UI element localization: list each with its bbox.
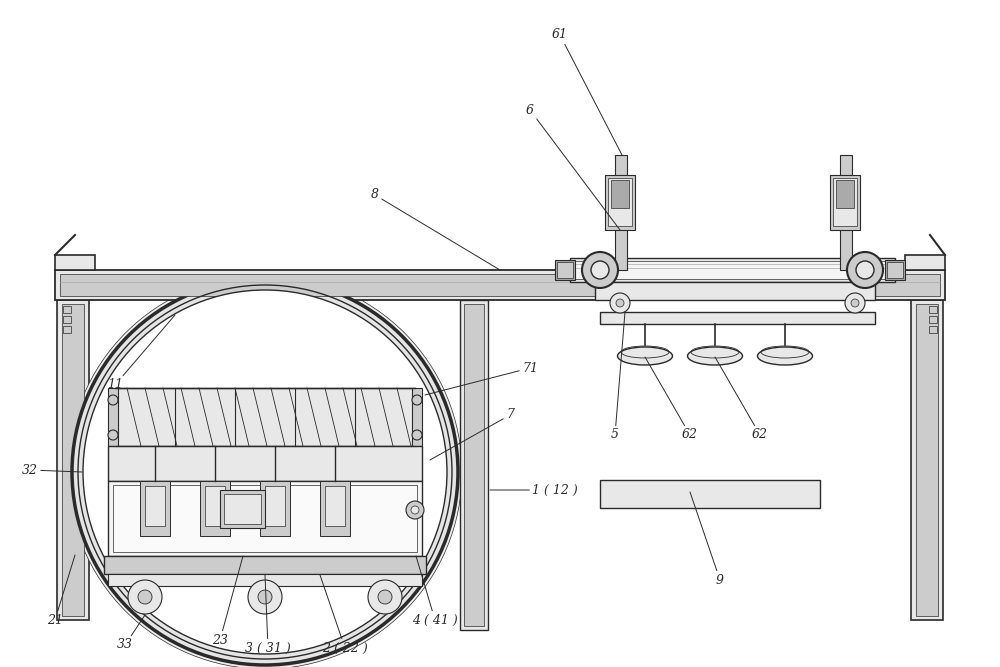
Bar [320, 481, 350, 536]
Text: 9: 9 [690, 492, 724, 586]
Bar [63, 316, 71, 323]
Bar [600, 312, 875, 324]
Bar [140, 481, 170, 536]
Bar [200, 481, 230, 536]
Bar [115, 388, 415, 446]
Bar [615, 155, 627, 270]
Bar [145, 486, 165, 526]
Ellipse shape [688, 347, 742, 365]
Circle shape [591, 261, 609, 279]
Text: 71: 71 [425, 362, 538, 395]
Bar [836, 180, 854, 208]
Circle shape [412, 395, 422, 405]
Bar [460, 300, 488, 630]
Circle shape [128, 580, 162, 614]
Bar [911, 300, 943, 620]
Bar [55, 270, 945, 300]
Circle shape [610, 293, 630, 313]
Text: 23: 23 [212, 556, 243, 646]
Text: 2 ( 22 ): 2 ( 22 ) [320, 575, 368, 654]
Text: 4 ( 41 ): 4 ( 41 ) [412, 556, 458, 626]
Bar [108, 481, 422, 556]
Text: 33: 33 [117, 615, 145, 652]
Circle shape [378, 590, 392, 604]
Bar [108, 388, 118, 446]
Bar [265, 486, 285, 526]
Polygon shape [905, 255, 945, 270]
Text: 8: 8 [371, 189, 500, 270]
Text: 6: 6 [526, 103, 620, 230]
Bar [608, 178, 632, 226]
Bar [555, 260, 575, 280]
Bar [220, 490, 265, 528]
Bar [840, 155, 852, 270]
Ellipse shape [758, 347, 812, 365]
Polygon shape [55, 255, 95, 270]
Bar [557, 262, 573, 278]
Text: 11: 11 [107, 315, 175, 392]
Bar [929, 306, 937, 313]
Circle shape [138, 590, 152, 604]
Bar [63, 326, 71, 333]
Circle shape [368, 580, 402, 614]
Circle shape [258, 590, 272, 604]
Text: 1 ( 12 ): 1 ( 12 ) [490, 484, 578, 496]
Circle shape [68, 275, 462, 667]
Circle shape [248, 580, 282, 614]
Circle shape [845, 293, 865, 313]
Text: 5: 5 [611, 312, 625, 442]
Circle shape [406, 501, 424, 519]
Bar [108, 574, 422, 586]
Circle shape [851, 299, 859, 307]
Bar [57, 300, 89, 620]
Circle shape [108, 430, 118, 440]
Bar [600, 480, 820, 508]
Circle shape [411, 506, 419, 514]
Bar [929, 316, 937, 323]
Bar [325, 486, 345, 526]
Text: 21: 21 [47, 555, 75, 626]
Circle shape [616, 299, 624, 307]
Bar [570, 258, 895, 282]
Bar [833, 178, 857, 226]
Text: 61: 61 [552, 29, 622, 155]
Bar [605, 175, 635, 230]
Text: 62: 62 [715, 357, 768, 442]
Circle shape [72, 279, 458, 665]
Bar [412, 388, 422, 446]
Bar [916, 304, 938, 616]
Bar [104, 556, 426, 574]
Text: 62: 62 [645, 357, 698, 442]
Circle shape [856, 261, 874, 279]
Ellipse shape [618, 347, 672, 365]
Bar [224, 494, 261, 524]
Bar [887, 262, 903, 278]
Bar [205, 486, 225, 526]
Bar [830, 175, 860, 230]
Circle shape [83, 290, 447, 654]
Bar [929, 326, 937, 333]
Circle shape [847, 252, 883, 288]
Bar [595, 282, 875, 300]
Bar [113, 485, 417, 552]
Bar [63, 306, 71, 313]
Text: 32: 32 [22, 464, 82, 476]
Bar [885, 260, 905, 280]
Text: 7: 7 [430, 408, 514, 460]
Bar [108, 446, 422, 481]
Circle shape [582, 252, 618, 288]
Bar [575, 261, 890, 279]
Bar [464, 304, 484, 626]
Text: 3 ( 31 ): 3 ( 31 ) [245, 575, 291, 654]
Circle shape [412, 430, 422, 440]
Bar [611, 180, 629, 208]
Bar [260, 481, 290, 536]
Circle shape [108, 395, 118, 405]
Bar [60, 274, 940, 296]
Bar [62, 304, 84, 616]
